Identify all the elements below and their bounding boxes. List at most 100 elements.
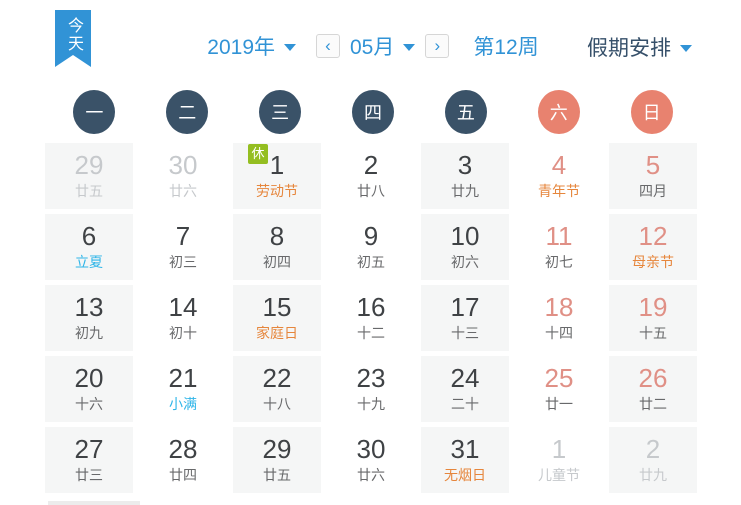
date-subtitle: 十四 <box>545 325 573 341</box>
day-cell[interactable]: 2 廿九 <box>609 427 697 493</box>
date-subtitle: 初四 <box>263 254 291 270</box>
date-number: 24 <box>450 363 480 393</box>
date-number: 14 <box>168 292 198 322</box>
date-subtitle: 廿五 <box>263 467 291 483</box>
date-number: 15 <box>262 292 292 322</box>
day-cell[interactable]: 16 十二 <box>327 285 415 351</box>
date-subtitle: 四月 <box>639 183 667 199</box>
date-subtitle: 初十 <box>169 325 197 341</box>
rest-day-badge: 休 <box>248 144 268 164</box>
date-number: 26 <box>638 363 668 393</box>
date-number: 2 <box>363 150 379 180</box>
date-number: 29 <box>262 434 292 464</box>
date-number: 8 <box>269 221 285 251</box>
chevron-down-icon <box>403 44 416 51</box>
date-number: 21 <box>168 363 198 393</box>
date-number: 16 <box>356 292 386 322</box>
day-cell[interactable]: 休 1 劳动节 <box>233 143 321 209</box>
day-cell[interactable]: 17 十三 <box>421 285 509 351</box>
month-label: 05月 <box>350 36 395 59</box>
day-cell[interactable]: 12 母亲节 <box>609 214 697 280</box>
day-cell[interactable]: 1 儿童节 <box>515 427 603 493</box>
day-cell[interactable]: 30 廿六 <box>327 427 415 493</box>
day-cell[interactable]: 28 廿四 <box>139 427 227 493</box>
day-cell[interactable]: 21 小满 <box>139 356 227 422</box>
day-cell[interactable]: 18 十四 <box>515 285 603 351</box>
date-number: 30 <box>168 150 198 180</box>
date-subtitle: 立夏 <box>75 254 103 270</box>
date-subtitle: 初九 <box>75 325 103 341</box>
date-subtitle: 廿九 <box>451 183 479 199</box>
day-cell[interactable]: 29 廿五 <box>45 143 133 209</box>
date-number: 13 <box>74 292 104 322</box>
date-number: 23 <box>356 363 386 393</box>
day-cell[interactable]: 11 初七 <box>515 214 603 280</box>
day-cell[interactable]: 27 廿三 <box>45 427 133 493</box>
chevron-right-icon: › <box>434 36 441 55</box>
date-subtitle: 十五 <box>639 325 667 341</box>
date-subtitle: 初五 <box>357 254 385 270</box>
day-cell[interactable]: 3 廿九 <box>421 143 509 209</box>
holiday-schedule-dropdown[interactable]: 假期安排 <box>587 32 692 62</box>
date-subtitle: 儿童节 <box>538 467 580 483</box>
day-cell[interactable]: 19 十五 <box>609 285 697 351</box>
day-cell[interactable]: 29 廿五 <box>233 427 321 493</box>
date-number: 31 <box>450 434 480 464</box>
date-subtitle: 家庭日 <box>256 325 298 341</box>
calendar-toolbar: 2019年 ‹ 05月 › 第12周 假期安排 <box>48 31 698 61</box>
day-cell[interactable]: 24 二十 <box>421 356 509 422</box>
week-number-label: 第12周 <box>473 36 539 59</box>
date-number: 12 <box>638 221 668 251</box>
date-subtitle: 十六 <box>75 396 103 412</box>
day-cell[interactable]: 26 廿二 <box>609 356 697 422</box>
day-cell[interactable]: 9 初五 <box>327 214 415 280</box>
date-number: 1 <box>551 434 567 464</box>
day-cell[interactable]: 13 初九 <box>45 285 133 351</box>
prev-month-button[interactable]: ‹ <box>316 34 340 58</box>
day-cell[interactable]: 10 初六 <box>421 214 509 280</box>
date-number: 20 <box>74 363 104 393</box>
weekday-circle-一: 一 <box>73 90 116 134</box>
date-number: 7 <box>175 221 191 251</box>
day-cell[interactable]: 4 青年节 <box>515 143 603 209</box>
weekday-circle-四: 四 <box>351 90 394 134</box>
day-grid: 29 廿五 30 廿六休 1 劳动节 2 廿八 3 廿九 4 青年节 5 四月 6 立夏 7 初三 8 初四 9 初五 10… <box>45 143 697 493</box>
day-cell[interactable]: 15 家庭日 <box>233 285 321 351</box>
day-cell[interactable]: 8 初四 <box>233 214 321 280</box>
date-subtitle: 青年节 <box>538 183 580 199</box>
date-subtitle: 廿六 <box>169 183 197 199</box>
date-subtitle: 十九 <box>357 396 385 412</box>
date-subtitle: 无烟日 <box>444 467 486 483</box>
date-number: 30 <box>356 434 386 464</box>
day-cell[interactable]: 20 十六 <box>45 356 133 422</box>
date-subtitle: 初三 <box>169 254 197 270</box>
chevron-down-icon <box>284 44 296 51</box>
date-number: 22 <box>262 363 292 393</box>
day-cell[interactable]: 5 四月 <box>609 143 697 209</box>
date-number: 2 <box>645 434 661 464</box>
day-cell[interactable]: 23 十九 <box>327 356 415 422</box>
date-subtitle: 廿五 <box>75 183 103 199</box>
day-cell[interactable]: 6 立夏 <box>45 214 133 280</box>
month-selector[interactable]: 05月 <box>350 31 416 61</box>
day-cell[interactable]: 25 廿一 <box>515 356 603 422</box>
date-subtitle: 母亲节 <box>632 254 674 270</box>
day-cell[interactable]: 2 廿八 <box>327 143 415 209</box>
date-number: 10 <box>450 221 480 251</box>
day-cell[interactable]: 22 十八 <box>233 356 321 422</box>
date-number: 29 <box>74 150 104 180</box>
date-number: 1 <box>269 150 285 180</box>
date-subtitle: 初六 <box>451 254 479 270</box>
day-cell[interactable]: 30 廿六 <box>139 143 227 209</box>
weekday-circle-五: 五 <box>444 90 487 134</box>
date-number: 11 <box>545 221 573 251</box>
day-cell[interactable]: 14 初十 <box>139 285 227 351</box>
year-label: 2019年 <box>207 36 275 59</box>
year-selector[interactable]: 2019年 <box>207 31 296 61</box>
next-month-button[interactable]: › <box>425 34 450 58</box>
day-cell[interactable]: 7 初三 <box>139 214 227 280</box>
weekday-circle-日: 日 <box>630 90 673 134</box>
date-subtitle: 十八 <box>263 396 291 412</box>
day-cell[interactable]: 31 无烟日 <box>421 427 509 493</box>
weekday-header-row: 一二三四五六日 <box>48 90 698 134</box>
